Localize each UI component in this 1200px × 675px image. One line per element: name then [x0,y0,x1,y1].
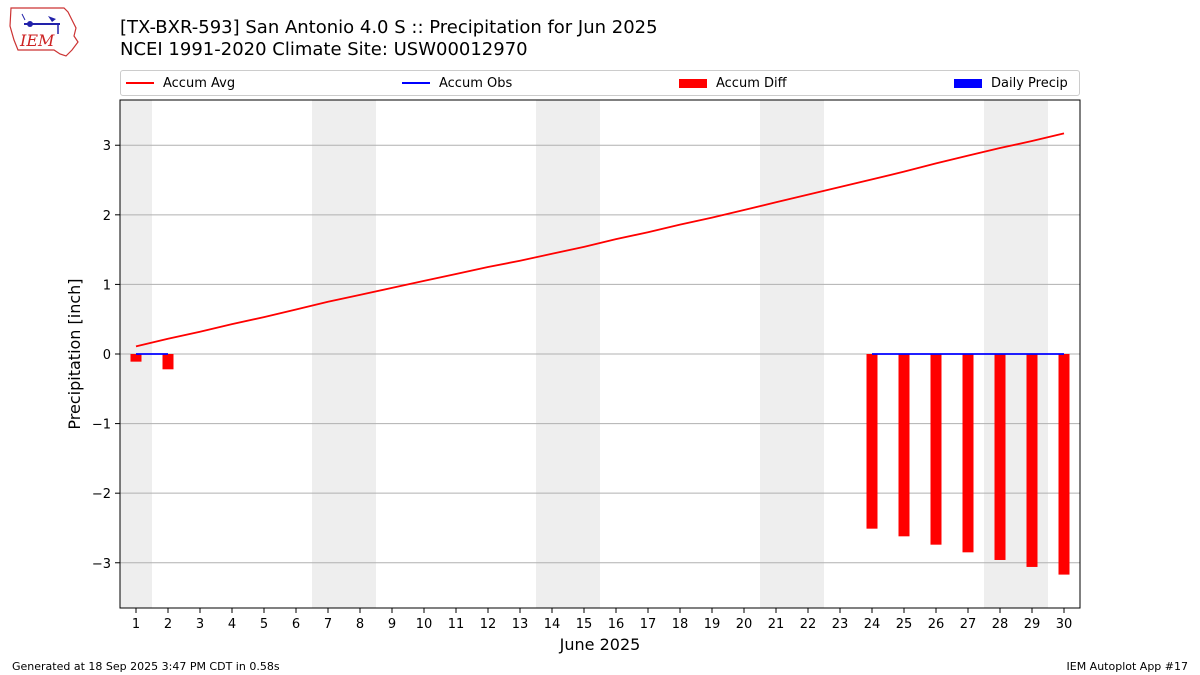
x-tick-label-18: 18 [672,617,689,632]
x-axis-ticks: 1 2 3 4 5 6 7 8 9 10 11 12 13 14 15 16 17 18 19 20 21 22 23 24 2… [132,608,1072,632]
x-tick-label-7: 7 [324,617,332,632]
x-tick-label-26: 26 [928,617,945,632]
legend-item-accum-obs: Accum Obs [401,71,512,95]
legend-label-daily-precip: Daily Precip [991,75,1068,91]
x-tick-label-15: 15 [576,617,593,632]
legend-item-accum-diff: Accum Diff [678,71,787,95]
x-tick-label-28: 28 [992,617,1009,632]
bar-accum-diff-30 [1058,354,1070,575]
chart-title: [TX-BXR-593] San Antonio 4.0 S :: Precip… [120,17,658,61]
x-tick-label-1: 1 [132,617,140,632]
y-tick-label-0: 0 [103,348,111,363]
generated-timestamp: Generated at 18 Sep 2025 3:47 PM CDT in … [12,660,280,673]
x-tick-label-10: 10 [416,617,433,632]
x-tick-label-8: 8 [356,617,364,632]
chart-title-line2: NCEI 1991-2020 Climate Site: USW00012970 [120,39,528,60]
x-tick-label-9: 9 [388,617,396,632]
x-tick-label-5: 5 [260,617,268,632]
bar-accum-diff-29 [1026,354,1038,567]
bar-accum-diff-2 [162,354,174,370]
x-tick-label-23: 23 [832,617,849,632]
x-tick-label-14: 14 [544,617,561,632]
bar-accum-diff-28 [994,354,1006,560]
x-tick-label-20: 20 [736,617,753,632]
legend-label-accum-obs: Accum Obs [439,75,513,91]
logo-text: IEM [19,31,55,50]
bar-accum-diff-1 [130,354,142,362]
legend-label-accum-diff: Accum Diff [716,75,787,91]
x-tick-label-22: 22 [800,617,817,632]
y-axis-label: Precipitation [inch] [65,278,84,429]
x-tick-label-6: 6 [292,617,300,632]
x-tick-label-4: 4 [228,617,236,632]
x-tick-label-11: 11 [448,617,465,632]
x-tick-label-2: 2 [164,617,172,632]
bar-accum-diff-25 [898,354,910,537]
line-accum-avg-0 [135,132,1065,348]
accum-diff-bars [130,354,1070,575]
chart-title-line1: [TX-BXR-593] San Antonio 4.0 S :: Precip… [120,17,658,38]
legend-item-daily-precip: Daily Precip [953,71,1068,95]
bar-accum-diff-24 [866,354,878,529]
x-tick-label-27: 27 [960,617,977,632]
x-tick-label-29: 29 [1024,617,1041,632]
app-label: IEM Autoplot App #17 [1066,660,1189,673]
x-tick-label-3: 3 [196,617,204,632]
iem-logo: IEM [8,6,80,58]
x-tick-label-17: 17 [640,617,657,632]
y-tick-label-3: 3 [103,139,111,154]
x-tick-label-13: 13 [512,617,529,632]
y-tick-label--3: −3 [92,557,111,572]
x-tick-label-25: 25 [896,617,913,632]
y-axis-ticks: 3 2 1 0 −1 −2 −3 [92,139,120,572]
x-tick-label-21: 21 [768,617,785,632]
x-axis-label: June 2025 [559,635,641,654]
y-tick-label--1: −1 [92,418,111,433]
y-tick-label--2: −2 [92,487,111,502]
x-tick-label-19: 19 [704,617,721,632]
x-tick-label-24: 24 [864,617,881,632]
x-tick-label-12: 12 [480,617,497,632]
chart-legend: Accum Avg Accum Obs Accum Diff Daily Pre… [120,70,1080,96]
bar-accum-diff-27 [962,354,974,553]
x-tick-label-16: 16 [608,617,625,632]
y-tick-label-1: 1 [103,278,111,293]
bar-accum-diff-26 [930,354,942,545]
y-tick-label-2: 2 [103,209,111,224]
legend-item-accum-avg: Accum Avg [125,71,235,95]
series-lines [135,132,1065,355]
legend-label-accum-avg: Accum Avg [163,75,236,91]
x-tick-label-30: 30 [1056,617,1073,632]
